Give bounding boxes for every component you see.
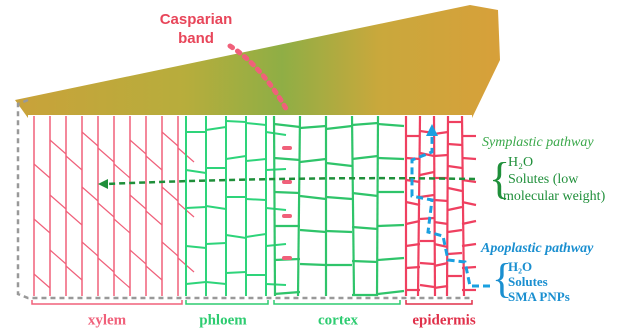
symplastic-item: molecular weight) [503,189,606,204]
cell-wall [377,116,378,296]
cell-wall [434,155,448,156]
cell-wall [186,207,206,208]
cell-wall [434,116,435,296]
cell-wall [462,267,476,268]
cell-wall [462,158,476,159]
cell-wall [448,253,462,254]
tissue-label: cortex [318,312,358,328]
cell-wall [274,192,300,193]
cell-wall [266,169,286,170]
tissue-label: xylem [88,312,127,328]
tissue-slab [15,5,500,118]
tissue-label: epidermis [412,312,475,328]
cell-wall [226,272,246,273]
tissue-label: phloem [199,312,247,328]
cell-wall [447,116,448,296]
cell-wall [406,267,420,268]
apoplastic-item: Solutes [508,274,548,289]
cell-wall [300,264,326,265]
cell-wall [326,231,352,232]
cell-wall [226,121,246,122]
cell-wall [352,261,378,262]
cell-wall [448,144,462,145]
apoplastic-title: Apoplastic pathway [480,241,594,256]
casparian-label: Casparian [160,11,233,28]
symplastic-item: Solutes (low [508,172,579,187]
apoplastic-item: H₂O [508,259,532,274]
casparian-label: band [178,30,214,47]
symplastic-title: Symplastic pathway [482,135,594,150]
tissue-brackets [32,300,472,304]
cell-wall [420,263,434,264]
cell-wall [206,243,226,244]
cell-wall [378,225,404,226]
cell-wall [246,199,266,200]
cell-wall [274,116,275,296]
cell-wall [420,218,434,219]
symplastic-item: H₂O [508,155,533,170]
cell-wall [378,158,404,159]
apoplastic-item: SMA PNPs [508,289,570,304]
diagram: Casparian band xylem phloem cortex epide… [0,0,624,331]
cell-wall [434,200,448,201]
